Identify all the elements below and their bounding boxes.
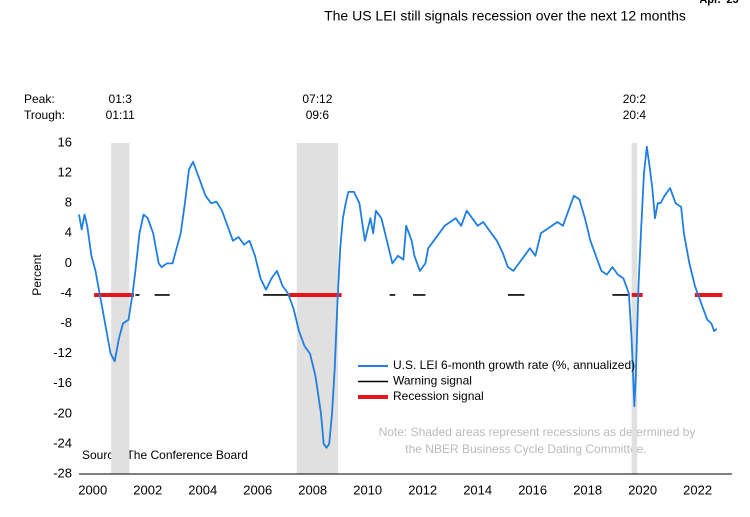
y-tick-label: -16 (53, 375, 72, 390)
x-tick-label: 2020 (628, 482, 657, 497)
x-tick-label: 2016 (518, 482, 547, 497)
x-tick-label: 2012 (408, 482, 437, 497)
y-tick-label: -8 (60, 315, 72, 330)
y-tick-label: -4 (60, 285, 72, 300)
x-tick-label: 2010 (353, 482, 382, 497)
recession-peak: 07:12 (302, 92, 332, 106)
recession-peak: 20:2 (623, 92, 647, 106)
y-tick-label: -20 (53, 405, 72, 420)
y-tick-label: -12 (53, 345, 72, 360)
trough-label: Trough: (24, 108, 65, 122)
y-tick-label: -24 (53, 435, 72, 450)
lei-line (78, 145, 718, 449)
x-tick-label: 2014 (463, 482, 492, 497)
x-tick-label: 2004 (188, 482, 217, 497)
x-tick-label: 2006 (243, 482, 272, 497)
recession-trough: 01:11 (106, 108, 135, 122)
y-tick-label: 12 (58, 165, 72, 180)
recession-shade (111, 143, 130, 474)
peak-label: Peak: (24, 92, 55, 106)
recession-trough: 09:6 (306, 108, 330, 122)
legend-label: Warning signal (393, 374, 472, 388)
x-tick-label: 2002 (133, 482, 162, 497)
source: Source: The Conference Board (82, 448, 248, 462)
legend-label: Recession signal (393, 389, 484, 403)
y-tick-label: 8 (65, 195, 72, 210)
y-axis-label: Percent (30, 254, 44, 296)
legend-label: U.S. LEI 6-month growth rate (%, annuali… (393, 358, 635, 372)
chart-title: The US LEI still signals recession over … (324, 8, 686, 24)
x-tick-label: 2008 (298, 482, 327, 497)
x-tick-label: 2018 (573, 482, 602, 497)
x-tick-label: 2022 (683, 482, 712, 497)
end-label: Apr. '23 (699, 0, 738, 6)
note: the NBER Business Cycle Dating Committee… (405, 442, 646, 456)
y-tick-label: 4 (65, 225, 72, 240)
y-tick-label: -28 (53, 465, 72, 480)
recession-shade (631, 143, 638, 474)
y-tick-label: 16 (58, 134, 72, 149)
note: Note: Shaded areas represent recessions … (379, 425, 696, 439)
x-tick-label: 2000 (78, 482, 107, 497)
recession-trough: 20:4 (623, 108, 647, 122)
y-tick-label: 0 (65, 255, 72, 270)
recession-peak: 01:3 (109, 92, 133, 106)
